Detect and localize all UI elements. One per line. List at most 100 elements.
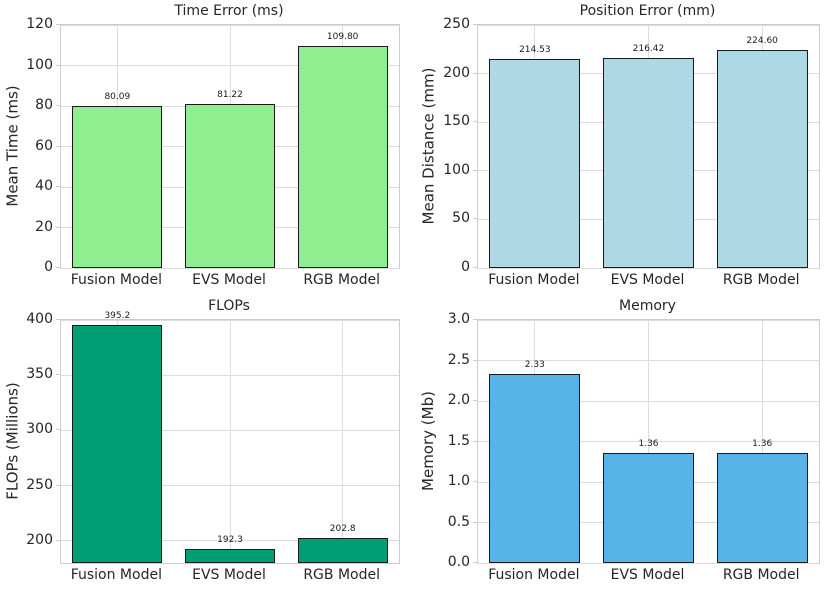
x-tick-label: Fusion Model	[488, 272, 580, 288]
y-tick-mark	[56, 24, 60, 25]
y-tick-label: 100	[443, 161, 470, 178]
y-tick-label: 250	[26, 476, 53, 493]
bar-evs-model	[184, 103, 276, 268]
y-tick-label: 0	[44, 259, 53, 275]
y-tick-mark	[473, 267, 477, 268]
x-tick-label: RGB Model	[722, 272, 800, 288]
y-tick-mark	[56, 186, 60, 187]
y-tick-mark	[473, 72, 477, 74]
chart-title: FLOPs	[208, 298, 250, 314]
y-tick-mark	[56, 429, 60, 431]
bar-value-label: 81.22	[217, 89, 243, 100]
y-tick-mark	[473, 169, 477, 171]
y-tick-label: 40	[35, 178, 53, 194]
y-axis-label: FLOPs (Millions)	[4, 381, 22, 500]
y-tick-label: 3.0	[447, 311, 470, 327]
bar-value-label: 395.2	[104, 311, 131, 322]
x-tick-label: EVS Model	[610, 272, 685, 288]
x-tick-label: RGB Model	[722, 567, 800, 583]
chart-title: Position Error (mm)	[579, 3, 716, 19]
y-tick-mark	[473, 218, 477, 220]
y-tick-label: 0	[461, 259, 470, 275]
x-tick-label: EVS Model	[192, 567, 266, 583]
y-tick-mark	[56, 64, 60, 66]
y-tick-mark	[473, 400, 477, 401]
bar-value-label: 1.36	[752, 438, 773, 449]
bar-value-label: 224.60	[746, 35, 778, 46]
y-tick-label: 1.5	[447, 432, 470, 449]
x-tick-label: EVS Model	[192, 272, 266, 288]
bar-value-label: 214.53	[519, 45, 551, 56]
y-tick-mark	[56, 319, 60, 320]
y-tick-mark	[473, 319, 477, 320]
y-tick-label: 0.5	[447, 513, 470, 530]
y-tick-label: 80	[35, 97, 53, 113]
y-tick-label: 1.0	[447, 473, 470, 489]
y-tick-label: 250	[443, 16, 470, 32]
bar-fusion-model	[489, 374, 581, 563]
x-tick-label: EVS Model	[610, 567, 685, 583]
gridline-horizontal	[61, 267, 399, 269]
chart-position-error: Position Error (mm) Mean Distance (mm) 2…	[415, 0, 831, 295]
y-tick-label: 150	[443, 113, 470, 130]
x-tick-label: Fusion Model	[70, 567, 162, 583]
y-tick-label: 60	[35, 137, 53, 154]
y-tick-mark	[56, 105, 60, 106]
gridline-vertical	[648, 320, 649, 563]
gridline-vertical	[761, 320, 763, 563]
y-axis-label: Mean Distance (mm)	[419, 67, 438, 224]
x-tick-label: RGB Model	[303, 272, 380, 288]
y-tick-label: 2.5	[447, 351, 470, 368]
y-tick-mark	[56, 226, 60, 228]
bar-evs-model	[184, 549, 276, 563]
bar-value-label: 2.33	[524, 360, 545, 371]
y-tick-label: 400	[26, 311, 53, 327]
bar-value-label: 216.42	[632, 43, 665, 54]
gridline-horizontal	[478, 562, 819, 564]
gridline-vertical	[229, 320, 231, 563]
plot-area: 214.53 216.42 224.60	[477, 24, 820, 269]
y-tick-mark	[473, 521, 477, 523]
bar-value-label: 1.36	[638, 438, 659, 449]
y-tick-label: 300	[26, 421, 53, 438]
y-tick-label: 2.0	[447, 392, 470, 408]
y-tick-label: 200	[26, 531, 53, 548]
x-tick-label: RGB Model	[303, 567, 380, 583]
y-tick-mark	[56, 145, 60, 147]
y-tick-mark	[56, 539, 60, 541]
y-tick-label: 120	[26, 16, 53, 32]
y-tick-mark	[473, 359, 477, 361]
y-tick-label: 200	[443, 64, 470, 81]
bar-value-label: 192.3	[217, 535, 243, 546]
bar-rgb-model	[716, 452, 808, 563]
gridline-horizontal	[478, 267, 819, 269]
bar-fusion-model	[72, 325, 163, 563]
y-tick-label: 20	[35, 218, 53, 235]
y-tick-label: 100	[26, 56, 53, 73]
bar-value-label: 202.8	[329, 523, 356, 534]
chart-flops: FLOPs FLOPs (Millions) 395.2 192.3 202.8 2…	[0, 295, 415, 590]
chart-time-error: Time Error (ms) Mean Time (ms) 80.09 81.2…	[0, 0, 415, 295]
bar-fusion-model	[72, 105, 163, 268]
y-tick-mark	[473, 24, 477, 25]
y-tick-mark	[56, 374, 60, 376]
chart-title: Time Error (ms)	[174, 3, 284, 19]
bar-value-label: 80.09	[104, 91, 131, 102]
y-tick-mark	[56, 484, 60, 486]
plot-area: 80.09 81.22 109.80	[60, 24, 400, 269]
bar-evs-model	[603, 452, 694, 563]
y-tick-mark	[473, 562, 477, 563]
y-tick-mark	[473, 440, 477, 442]
bar-fusion-model	[489, 59, 581, 268]
bar-evs-model	[603, 57, 694, 268]
bar-value-label: 109.80	[326, 31, 359, 42]
bar-rgb-model	[716, 49, 808, 268]
y-tick-label: 50	[452, 210, 470, 227]
plot-area: 2.33 1.36 1.36	[477, 319, 820, 564]
y-tick-label: 350	[26, 366, 53, 383]
plot-area: 395.2 192.3 202.8	[60, 311, 400, 564]
x-tick-label: Fusion Model	[488, 567, 580, 583]
bar-rgb-model	[297, 45, 388, 268]
chart-title: Memory	[619, 298, 676, 314]
